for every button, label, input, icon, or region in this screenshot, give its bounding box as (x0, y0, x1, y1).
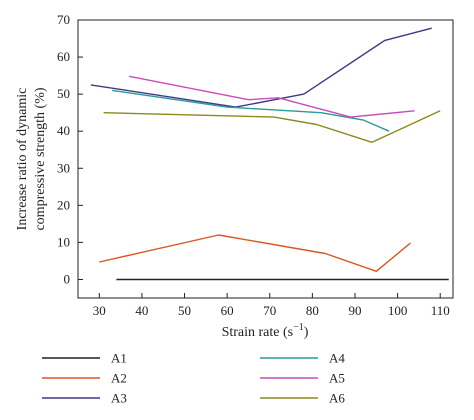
x-tick-label: 40 (135, 303, 148, 318)
y-tick-label: 40 (57, 123, 70, 138)
y-tick-label: 70 (57, 12, 70, 27)
x-axis: 30 40 50 60 70 80 90 100 110 (93, 293, 450, 318)
x-tick-label: 80 (306, 303, 319, 318)
series-line-a6 (103, 110, 441, 144)
x-tick-label: 100 (388, 303, 408, 318)
x-tick-label: 90 (348, 303, 361, 318)
legend-label-a1: A1 (111, 351, 127, 366)
legend-label-a2: A2 (111, 371, 127, 386)
y-tick-label: 60 (57, 49, 70, 64)
legend-label-a5: A5 (329, 371, 345, 386)
y-axis-label-line1: Increase ratio of dynamic (15, 88, 30, 231)
y-tick-label: 20 (57, 197, 70, 212)
x-tick-label: 70 (263, 303, 276, 318)
x-tick-label: 60 (221, 303, 234, 318)
legend: A1 A2 A3 A4 A5 A6 (42, 351, 345, 406)
series-line-a3 (90, 27, 432, 108)
y-tick-label: 10 (57, 234, 70, 249)
legend-label-a3: A3 (111, 391, 127, 406)
x-axis-label: Strain rate (s−1) (222, 322, 309, 340)
plot-frame (77, 19, 454, 299)
x-tick-label: 110 (431, 303, 450, 318)
x-tick-label: 30 (93, 303, 106, 318)
y-tick-label: 0 (64, 271, 71, 286)
series-line-a4 (111, 89, 390, 132)
y-tick-label: 30 (57, 160, 70, 175)
legend-label-a6: A6 (329, 391, 345, 406)
series-lines (90, 27, 449, 281)
y-axis-label-line2: compressive strength (%) (33, 87, 48, 230)
x-tick-label: 50 (178, 303, 191, 318)
y-axis: 0 10 20 30 40 50 60 70 (57, 12, 83, 286)
series-line-a5 (128, 75, 415, 118)
y-tick-label: 50 (57, 86, 70, 101)
series-line-a2 (99, 234, 411, 272)
legend-label-a4: A4 (329, 351, 345, 366)
